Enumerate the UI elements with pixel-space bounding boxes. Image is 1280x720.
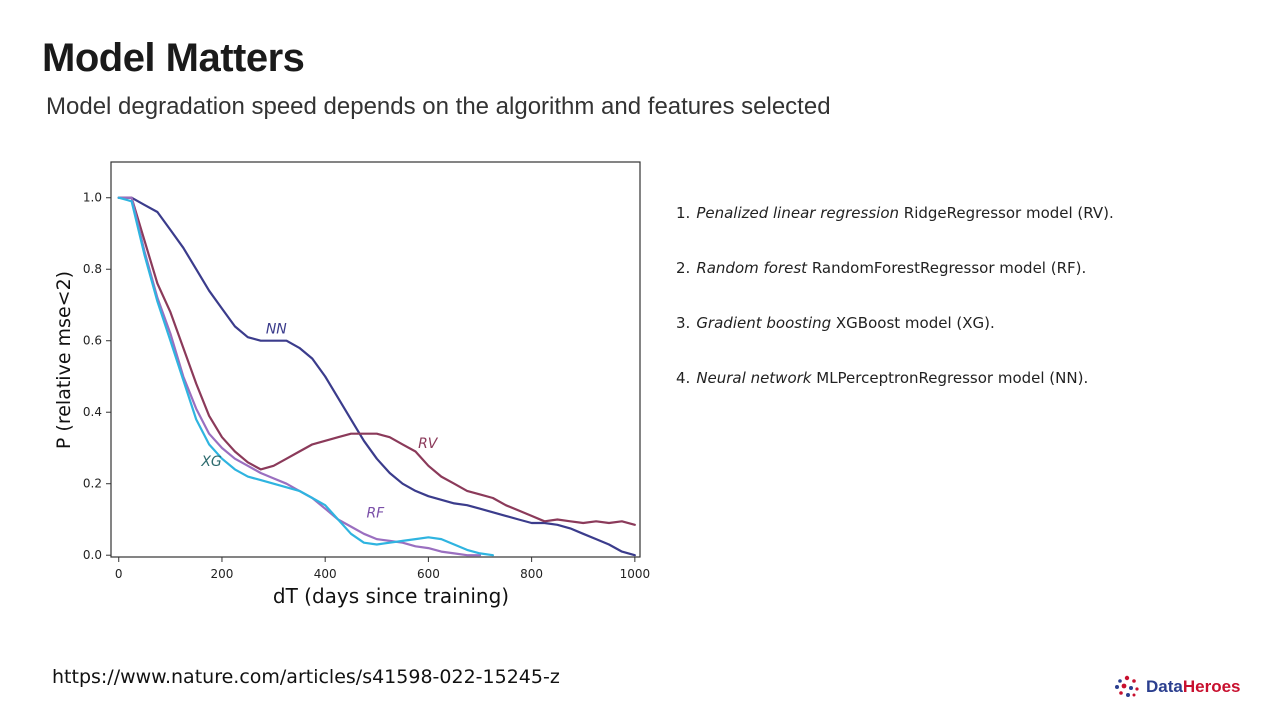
x-tick-label: 600: [417, 567, 440, 581]
plot-frame: [110, 161, 641, 558]
brand-name: DataHeroes: [1146, 677, 1241, 696]
model-list-item: 4. Neural network MLPerceptronRegressor m…: [676, 367, 1236, 422]
series-line-rv: [117, 196, 636, 526]
y-tick-label: 0.4: [83, 405, 102, 419]
series-annotations: NN RV RF XG: [200, 322, 438, 522]
algorithm-name: Penalized linear regression: [696, 204, 900, 222]
model-list-item: 3. Gradient boosting XGBoost model (XG).: [676, 312, 1236, 367]
model-list-item: 1. Penalized linear regression RidgeRegre…: [676, 202, 1236, 257]
series-lines: [117, 196, 636, 557]
list-number: 2.: [676, 259, 691, 277]
series-line-xg: [117, 196, 494, 557]
series-line-nn: [117, 196, 636, 557]
slide-title: Model Matters: [42, 36, 305, 80]
series-label-nn: NN: [266, 322, 287, 338]
y-tick-label: 0.6: [83, 334, 102, 348]
brand-logo: DataHeroes: [1114, 674, 1241, 700]
slide-subtitle: Model degradation speed depends on the a…: [46, 93, 831, 120]
y-axis-label: P (relative mse<2): [53, 271, 75, 449]
x-tick-label: 400: [314, 567, 337, 581]
series-label-rf: RF: [366, 506, 385, 522]
y-tick-label: 1.0: [83, 191, 102, 205]
series-label-rv: RV: [418, 436, 439, 452]
source-link[interactable]: https://www.nature.com/articles/s41598-0…: [52, 666, 560, 688]
x-axis-ticks: 0 200 400 600 800 1000: [115, 557, 650, 581]
x-tick-label: 800: [520, 567, 543, 581]
x-tick-label: 0: [115, 567, 123, 581]
model-list: 1. Penalized linear regression RidgeRegre…: [676, 202, 1236, 422]
list-number: 3.: [676, 314, 691, 332]
y-tick-label: 0.2: [83, 477, 102, 491]
algorithm-name: Gradient boosting: [696, 314, 832, 332]
list-number: 1.: [676, 204, 691, 222]
model-description: RandomForestRegressor model (RF).: [807, 259, 1087, 277]
model-description: RidgeRegressor model (RV).: [899, 204, 1114, 222]
algorithm-name: Random forest: [696, 259, 808, 277]
y-tick-label: 0.8: [83, 262, 102, 276]
y-axis-ticks: 0.0 0.2 0.4 0.6 0.8 1.0: [83, 191, 111, 562]
series-label-xg: XG: [200, 454, 222, 470]
model-description: MLPerceptronRegressor model (NN).: [811, 369, 1089, 387]
x-tick-label: 1000: [620, 567, 651, 581]
x-axis-label: dT (days since training): [273, 584, 509, 608]
dots-logo-icon: [1115, 675, 1139, 697]
algorithm-name: Neural network: [696, 369, 812, 387]
model-list-item: 2. Random forest RandomForestRegressor mo…: [676, 257, 1236, 312]
y-tick-label: 0.0: [83, 548, 102, 562]
list-number: 4.: [676, 369, 691, 387]
model-description: XGBoost model (XG).: [831, 314, 995, 332]
x-tick-label: 200: [211, 567, 234, 581]
